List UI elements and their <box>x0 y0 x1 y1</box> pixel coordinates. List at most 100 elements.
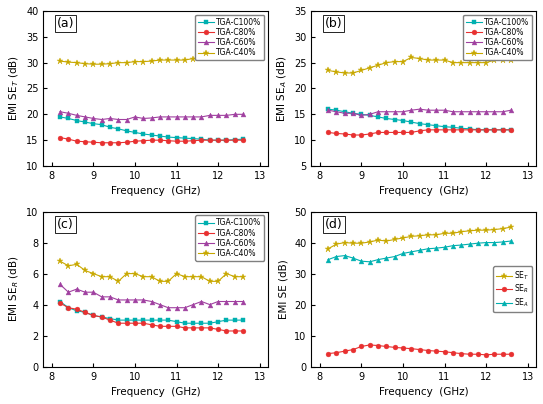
TGA-C40% <box>433 58 439 63</box>
TGA-C80% <box>156 138 163 143</box>
TGA-C40% <box>223 271 230 276</box>
TGA-C100% <box>198 137 205 141</box>
TGA-C100% <box>392 117 398 122</box>
SE$_T$ <box>458 229 464 234</box>
SE$_T$ <box>350 241 356 246</box>
TGA-C40% <box>98 62 105 67</box>
TGA-C60% <box>358 113 365 118</box>
TGA-C80% <box>82 310 89 315</box>
TGA-C80% <box>198 138 205 143</box>
TGA-C40% <box>140 274 147 279</box>
TGA-C40% <box>123 271 130 276</box>
Line: TGA-C40%: TGA-C40% <box>56 258 247 285</box>
TGA-C100% <box>408 120 414 124</box>
SE$_R$ <box>408 346 414 351</box>
TGA-C40% <box>215 55 222 60</box>
TGA-C40% <box>198 55 205 60</box>
TGA-C80% <box>65 305 72 310</box>
TGA-C60% <box>367 112 373 117</box>
TGA-C80% <box>181 139 188 144</box>
TGA-C80% <box>90 313 97 318</box>
TGA-C40% <box>206 279 213 284</box>
TGA-C100% <box>132 130 138 135</box>
SE$_T$ <box>358 241 365 246</box>
TGA-C40% <box>73 262 80 267</box>
TGA-C60% <box>500 109 506 114</box>
SE$_T$ <box>466 228 473 233</box>
TGA-C100% <box>215 138 222 143</box>
TGA-C100% <box>223 318 230 322</box>
TGA-C100% <box>333 108 340 113</box>
TGA-C100% <box>400 118 406 123</box>
Line: TGA-C80%: TGA-C80% <box>58 301 245 333</box>
TGA-C40% <box>491 58 498 63</box>
TGA-C40% <box>173 58 180 63</box>
TGA-C100% <box>375 114 381 119</box>
SE$_T$ <box>416 234 423 238</box>
SE$_A$ <box>333 254 340 259</box>
TGA-C80% <box>231 328 238 333</box>
TGA-C80% <box>367 132 373 137</box>
TGA-C100% <box>57 299 64 304</box>
Line: SE$_A$: SE$_A$ <box>326 239 514 264</box>
TGA-C80% <box>441 127 448 132</box>
TGA-C40% <box>165 279 172 284</box>
TGA-C80% <box>190 138 197 143</box>
TGA-C100% <box>342 109 348 114</box>
TGA-C40% <box>165 58 172 63</box>
Legend: TGA-C100%, TGA-C80%, TGA-C60%, TGA-C40%: TGA-C100%, TGA-C80%, TGA-C60%, TGA-C40% <box>463 15 532 60</box>
SE$_A$ <box>367 259 373 264</box>
SE$_T$ <box>483 228 489 233</box>
TGA-C60% <box>491 109 498 114</box>
TGA-C60% <box>198 299 205 304</box>
Text: (a): (a) <box>57 17 74 30</box>
TGA-C40% <box>57 59 64 63</box>
TGA-C60% <box>115 297 122 302</box>
TGA-C60% <box>65 290 72 295</box>
TGA-C40% <box>342 71 348 76</box>
SE$_R$ <box>441 349 448 354</box>
SE$_R$ <box>400 345 406 350</box>
TGA-C80% <box>181 326 188 330</box>
TGA-C40% <box>392 59 398 64</box>
TGA-C100% <box>190 136 197 141</box>
SE$_T$ <box>325 246 331 251</box>
TGA-C60% <box>190 302 197 307</box>
TGA-C40% <box>140 59 147 64</box>
TGA-C100% <box>450 125 456 130</box>
TGA-C80% <box>491 127 498 132</box>
TGA-C100% <box>198 321 205 326</box>
TGA-C100% <box>441 124 448 129</box>
TGA-C80% <box>483 127 489 132</box>
Y-axis label: EMI SE$_A$ (dB): EMI SE$_A$ (dB) <box>275 55 288 122</box>
TGA-C100% <box>240 318 247 322</box>
TGA-C60% <box>123 297 130 302</box>
TGA-C40% <box>173 271 180 276</box>
TGA-C80% <box>115 321 122 326</box>
TGA-C60% <box>82 114 89 119</box>
SE$_R$ <box>375 343 381 348</box>
TGA-C60% <box>466 109 473 114</box>
TGA-C80% <box>98 315 105 320</box>
TGA-C80% <box>173 324 180 329</box>
TGA-C100% <box>90 121 97 126</box>
Line: TGA-C60%: TGA-C60% <box>58 109 245 122</box>
TGA-C60% <box>123 117 130 122</box>
SE$_T$ <box>367 240 373 244</box>
TGA-C60% <box>115 117 122 122</box>
SE$_A$ <box>491 240 498 245</box>
TGA-C40% <box>156 58 163 63</box>
TGA-C80% <box>132 139 138 144</box>
TGA-C60% <box>433 108 439 113</box>
Legend: TGA-C100%, TGA-C80%, TGA-C60%, TGA-C40%: TGA-C100%, TGA-C80%, TGA-C60%, TGA-C40% <box>195 215 264 261</box>
SE$_R$ <box>342 349 348 354</box>
TGA-C40% <box>223 55 230 60</box>
TGA-C40% <box>500 58 506 63</box>
SE$_T$ <box>491 227 498 232</box>
SE$_R$ <box>483 352 489 357</box>
TGA-C40% <box>475 60 481 65</box>
TGA-C100% <box>190 321 197 326</box>
SE$_A$ <box>408 249 414 254</box>
TGA-C40% <box>325 68 331 73</box>
Line: TGA-C100%: TGA-C100% <box>58 114 245 143</box>
